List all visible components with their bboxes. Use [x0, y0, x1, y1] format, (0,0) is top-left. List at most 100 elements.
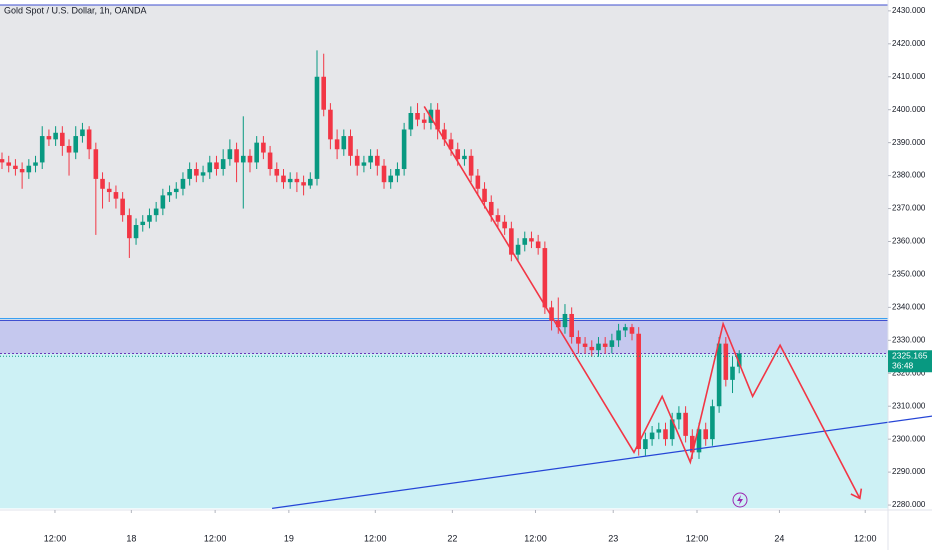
candle-body — [341, 136, 347, 150]
candle-body — [200, 172, 206, 176]
candle-body — [589, 346, 595, 351]
candle-body — [140, 221, 146, 226]
candle-body — [301, 182, 306, 186]
candle-body — [475, 175, 481, 189]
y-tick-label: 2330.000 — [892, 335, 926, 344]
candle-body — [562, 313, 568, 328]
candle-body — [354, 155, 360, 166]
candle-body — [609, 340, 615, 347]
y-tick-label: 2300.000 — [892, 434, 926, 443]
y-tick-label: 2410.000 — [892, 72, 926, 81]
candle-body — [636, 333, 641, 450]
event-icon[interactable] — [732, 492, 748, 508]
candle-body — [509, 228, 514, 255]
candle-body — [381, 165, 387, 183]
candle-body — [328, 109, 333, 140]
candle-body — [629, 327, 635, 334]
candle-body — [73, 136, 79, 153]
x-tick-label: 12:00 — [44, 533, 67, 543]
candle-body — [723, 343, 729, 380]
candle-body — [683, 412, 688, 436]
candle-body — [294, 178, 300, 183]
candle-body — [448, 139, 454, 150]
candle-body — [388, 175, 394, 183]
candle-body — [46, 136, 52, 140]
candle-body — [207, 162, 213, 173]
x-tick-label: 24 — [774, 533, 784, 543]
candle-body — [421, 119, 427, 123]
candle-body — [435, 109, 440, 130]
candle-body — [669, 419, 675, 440]
x-tick-label: 12:00 — [686, 533, 709, 543]
candle-body — [160, 195, 166, 209]
candle-body — [676, 412, 682, 420]
candle-body — [13, 165, 18, 170]
candle-body — [133, 225, 139, 239]
candle-body — [569, 313, 574, 338]
candle-body — [716, 343, 722, 407]
candle-body — [482, 188, 487, 202]
candle-body — [6, 162, 12, 166]
candle-body — [86, 129, 92, 150]
candle-body — [33, 162, 38, 166]
x-tick-label: 19 — [284, 533, 294, 543]
candle-body — [314, 76, 320, 179]
candle-body — [442, 129, 447, 140]
candle-body — [214, 162, 219, 170]
candle-body — [348, 136, 353, 156]
candle-body — [408, 113, 414, 130]
y-tick-label: 2280.000 — [892, 500, 926, 509]
candle-body — [274, 169, 280, 176]
candle-body — [522, 238, 528, 245]
candle-body — [468, 155, 474, 176]
candle-body — [375, 155, 380, 166]
candle-body — [415, 113, 420, 120]
candle-body — [622, 327, 628, 331]
candle-body — [602, 343, 608, 347]
candle-body — [334, 139, 340, 150]
candle-body — [368, 155, 373, 163]
candle-body — [247, 155, 253, 163]
candle-body — [616, 330, 621, 341]
y-tick-label: 2390.000 — [892, 138, 926, 147]
candle-body — [147, 215, 152, 222]
candle-body — [736, 353, 742, 367]
candle-body — [307, 178, 313, 186]
candle-body — [730, 366, 735, 380]
candle-body — [488, 201, 494, 216]
candle-body — [227, 149, 233, 160]
candle-body — [254, 142, 259, 163]
candle-body — [696, 429, 702, 453]
y-tick-label: 2420.000 — [892, 39, 926, 48]
last-price-box — [888, 350, 932, 373]
candle-body — [180, 178, 186, 189]
candle-body — [267, 152, 273, 170]
y-tick-label: 2320.000 — [892, 368, 926, 377]
y-tick-label: 2340.000 — [892, 302, 926, 311]
candle-body — [281, 175, 286, 183]
chart-title: Gold Spot / U.S. Dollar, 1h, OANDA — [4, 5, 147, 15]
candle-body — [656, 429, 662, 433]
candle-body — [643, 439, 648, 450]
x-tick-label: 12:00 — [364, 533, 387, 543]
candle-body — [703, 429, 709, 440]
x-tick-label: 22 — [447, 533, 457, 543]
candle-body — [100, 178, 105, 189]
candle-body — [187, 169, 192, 179]
candle-body — [535, 241, 541, 249]
last-price-label: 2325.165 — [892, 351, 928, 361]
countdown-label: 36:48 — [892, 361, 914, 371]
candle-body — [576, 337, 581, 344]
candle-body — [153, 208, 159, 216]
candle-body — [529, 238, 534, 242]
zone — [0, 353, 888, 509]
candle-body — [0, 159, 5, 163]
candle-body — [395, 169, 400, 176]
candle-body — [19, 169, 25, 173]
x-tick-label: 18 — [126, 533, 136, 543]
candle-body — [287, 178, 293, 183]
candle-body — [113, 192, 119, 199]
candle-body — [690, 435, 695, 453]
candle-body — [53, 132, 58, 140]
